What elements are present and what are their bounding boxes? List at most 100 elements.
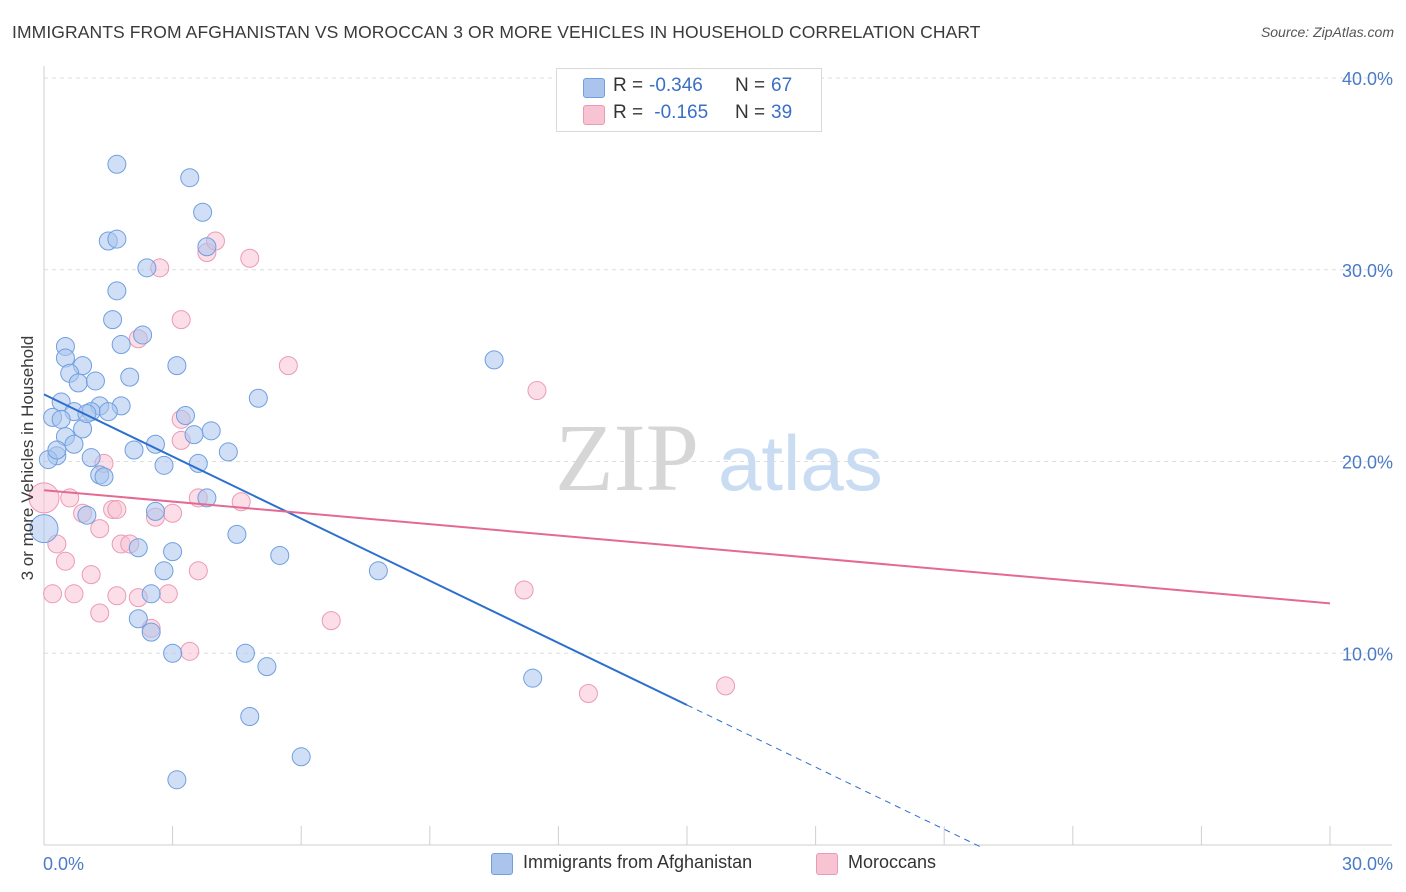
data-point-moroccans <box>240 248 260 268</box>
x-tick-label: 0.0% <box>43 854 84 874</box>
data-point-moroccans <box>321 611 341 631</box>
data-point-afghanistan <box>197 488 217 508</box>
data-point-afghanistan <box>523 668 543 688</box>
legend-r-value: -0.165 <box>649 102 709 123</box>
trend-line-afghanistan-extension <box>686 704 983 849</box>
data-point-afghanistan <box>103 310 123 330</box>
data-point-afghanistan <box>184 425 204 445</box>
data-point-afghanistan <box>163 542 183 562</box>
trend-lines <box>43 393 1331 849</box>
data-point-moroccans <box>90 519 110 539</box>
data-point-afghanistan <box>193 202 213 222</box>
data-point-afghanistan <box>77 505 97 525</box>
bottom-legend-swatch-pink <box>816 853 838 875</box>
correlation-legend: R = -0.346 N = 67 R = -0.165 N = 39 <box>556 68 822 132</box>
source-credit: Source: ZipAtlas.com <box>1260 24 1394 40</box>
data-point-afghanistan <box>64 434 84 454</box>
data-point-afghanistan <box>120 367 140 387</box>
legend-row-moroccans: R = -0.165 N = 39 <box>583 102 792 128</box>
data-point-afghanistan <box>68 373 88 393</box>
grid-lines <box>44 77 1392 654</box>
data-point-afghanistan <box>235 643 255 663</box>
data-point-afghanistan <box>257 657 277 677</box>
data-point-afghanistan <box>175 405 195 425</box>
data-point-afghanistan <box>141 622 161 642</box>
y-tick-label: 10.0% <box>1342 644 1393 664</box>
data-point-moroccans <box>514 580 534 600</box>
legend-r-label: R = <box>613 75 649 96</box>
data-point-afghanistan <box>167 356 187 376</box>
legend-swatch-pink <box>583 105 605 125</box>
data-point-afghanistan <box>128 538 148 558</box>
data-point-moroccans <box>81 565 101 585</box>
data-point-afghanistan <box>167 770 187 790</box>
data-point-afghanistan <box>201 421 221 441</box>
data-point-afghanistan <box>85 371 105 391</box>
data-point-afghanistan <box>154 561 174 581</box>
data-point-afghanistan <box>141 584 161 604</box>
data-point-afghanistan <box>111 335 131 355</box>
legend-row-afghanistan: R = -0.346 N = 67 <box>583 75 792 101</box>
legend-swatch-blue <box>583 78 605 98</box>
data-point-afghanistan <box>248 388 268 408</box>
trend-line-moroccans <box>43 489 1331 605</box>
data-point-afghanistan <box>368 561 388 581</box>
data-point-afghanistan <box>154 455 174 475</box>
data-point-moroccans <box>527 381 547 401</box>
data-point-afghanistan <box>94 467 114 487</box>
data-point-afghanistan <box>51 409 71 429</box>
data-point-afghanistan <box>107 229 127 249</box>
data-point-moroccans <box>43 584 63 604</box>
data-point-afghanistan <box>81 448 101 468</box>
data-point-afghanistan <box>291 747 311 767</box>
tick-labels: 10.0% 20.0% 30.0% 40.0% 0.0% 30.0% <box>43 69 1393 874</box>
watermark-zip: ZIP <box>555 404 699 511</box>
data-point-moroccans <box>107 586 127 606</box>
data-point-afghanistan <box>180 168 200 188</box>
data-point-moroccans <box>158 584 178 604</box>
data-point-afghanistan <box>240 707 260 727</box>
trend-line-afghanistan <box>43 393 688 706</box>
chart-title: IMMIGRANTS FROM AFGHANISTAN VS MOROCCAN … <box>12 22 981 42</box>
data-point-moroccans <box>278 356 298 376</box>
data-point-afghanistan <box>484 350 504 370</box>
x-tick-label: 30.0% <box>1342 854 1393 874</box>
data-point-moroccans <box>180 641 200 661</box>
data-point-afghanistan <box>270 545 290 565</box>
bottom-legend-label-pink: Moroccans <box>848 852 937 872</box>
data-point-afghanistan <box>107 281 127 301</box>
data-point-moroccans <box>578 684 598 704</box>
data-point-afghanistan <box>107 154 127 174</box>
data-point-moroccans <box>107 499 127 519</box>
data-point-afghanistan <box>77 404 97 424</box>
data-point-afghanistan <box>197 237 217 257</box>
data-point-moroccans <box>188 561 208 581</box>
y-tick-label: 40.0% <box>1342 69 1393 89</box>
data-point-afghanistan <box>29 514 59 544</box>
data-point-afghanistan <box>227 524 247 544</box>
data-point-afghanistan <box>145 501 165 521</box>
data-point-afghanistan <box>98 402 118 422</box>
y-axis-label: 3 or more Vehicles in Household <box>18 336 37 581</box>
legend-r-value: -0.346 <box>649 75 703 96</box>
bottom-legend-swatch-blue <box>491 853 513 875</box>
data-point-moroccans <box>171 310 191 330</box>
legend-n-value: 67 <box>771 75 793 96</box>
data-point-afghanistan <box>188 453 208 473</box>
data-point-afghanistan <box>133 325 153 345</box>
data-point-moroccans <box>90 603 110 623</box>
y-tick-label: 20.0% <box>1342 453 1393 473</box>
bottom-legend-label-blue: Immigrants from Afghanistan <box>523 852 753 872</box>
data-point-moroccans <box>55 551 75 571</box>
series-afghanistan <box>29 154 543 790</box>
data-point-afghanistan <box>218 442 238 462</box>
data-point-afghanistan <box>137 258 157 278</box>
legend-n-label: N = <box>735 75 771 96</box>
legend-r-label: R = <box>613 102 649 123</box>
legend-n-value: 39 <box>771 102 793 123</box>
legend-n-label: N = <box>735 102 771 123</box>
watermark: ZIP atlas <box>555 404 883 511</box>
data-point-afghanistan <box>128 609 148 629</box>
data-point-afghanistan <box>124 440 144 460</box>
